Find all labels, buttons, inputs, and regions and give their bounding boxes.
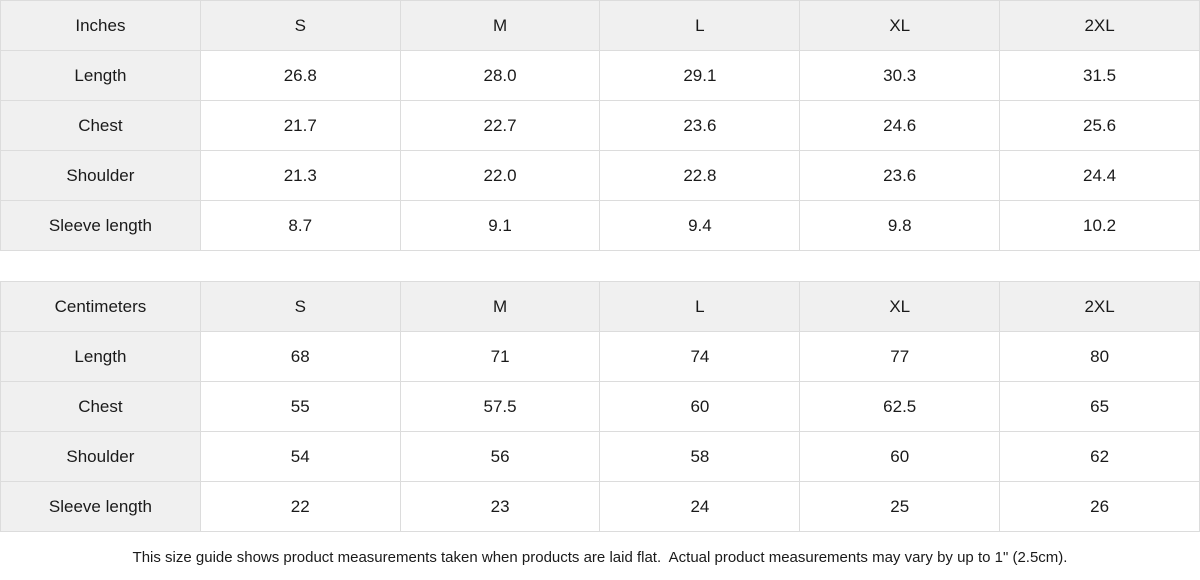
value-cell: 22 <box>199 481 401 532</box>
row-label-cell: Shoulder <box>0 431 201 482</box>
value-cell: 9.1 <box>399 200 601 251</box>
value-cell: 77 <box>799 331 1001 382</box>
size-header-cell: S <box>199 281 401 332</box>
row-label-cell: Chest <box>0 100 201 151</box>
value-cell: 71 <box>399 331 601 382</box>
centimeters-header-row: Centimeters S M L XL 2XL <box>0 281 1200 332</box>
table-row: Sleeve length 22 23 24 25 26 <box>0 481 1200 532</box>
table-row: Sleeve length 8.7 9.1 9.4 9.8 10.2 <box>0 200 1200 251</box>
value-cell: 80 <box>999 331 1200 382</box>
table-row: Chest 21.7 22.7 23.6 24.6 25.6 <box>0 100 1200 151</box>
size-header-cell: M <box>399 281 601 332</box>
value-cell: 23.6 <box>799 150 1001 201</box>
value-cell: 21.7 <box>199 100 401 151</box>
centimeters-table: Centimeters S M L XL 2XL Length 68 71 74… <box>0 281 1200 532</box>
table-gap <box>0 251 1200 281</box>
inches-table: Inches S M L XL 2XL Length 26.8 28.0 29.… <box>0 0 1200 251</box>
table-row: Length 68 71 74 77 80 <box>0 331 1200 382</box>
value-cell: 23 <box>399 481 601 532</box>
size-header-cell: M <box>399 0 601 51</box>
value-cell: 55 <box>199 381 401 432</box>
value-cell: 24.6 <box>799 100 1001 151</box>
value-cell: 57.5 <box>399 381 601 432</box>
value-cell: 25.6 <box>999 100 1200 151</box>
value-cell: 28.0 <box>399 50 601 101</box>
value-cell: 21.3 <box>199 150 401 201</box>
inches-header-row: Inches S M L XL 2XL <box>0 0 1200 51</box>
value-cell: 29.1 <box>599 50 801 101</box>
size-header-cell: 2XL <box>999 0 1200 51</box>
value-cell: 24.4 <box>999 150 1200 201</box>
value-cell: 26 <box>999 481 1200 532</box>
value-cell: 9.8 <box>799 200 1001 251</box>
value-cell: 60 <box>599 381 801 432</box>
value-cell: 60 <box>799 431 1001 482</box>
row-label-cell: Chest <box>0 381 201 432</box>
row-label-cell: Sleeve length <box>0 200 201 251</box>
value-cell: 9.4 <box>599 200 801 251</box>
size-header-cell: XL <box>799 0 1001 51</box>
row-label-cell: Shoulder <box>0 150 201 201</box>
value-cell: 26.8 <box>199 50 401 101</box>
value-cell: 54 <box>199 431 401 482</box>
unit-header-cell: Centimeters <box>0 281 201 332</box>
table-row: Shoulder 21.3 22.0 22.8 23.6 24.4 <box>0 150 1200 201</box>
value-cell: 24 <box>599 481 801 532</box>
size-header-cell: L <box>599 0 801 51</box>
table-row: Length 26.8 28.0 29.1 30.3 31.5 <box>0 50 1200 101</box>
size-header-cell: XL <box>799 281 1001 332</box>
value-cell: 22.7 <box>399 100 601 151</box>
size-header-cell: 2XL <box>999 281 1200 332</box>
value-cell: 23.6 <box>599 100 801 151</box>
value-cell: 10.2 <box>999 200 1200 251</box>
value-cell: 8.7 <box>199 200 401 251</box>
value-cell: 22.0 <box>399 150 601 201</box>
value-cell: 68 <box>199 331 401 382</box>
value-cell: 30.3 <box>799 50 1001 101</box>
value-cell: 65 <box>999 381 1200 432</box>
row-label-cell: Sleeve length <box>0 481 201 532</box>
size-header-cell: L <box>599 281 801 332</box>
value-cell: 25 <box>799 481 1001 532</box>
table-row: Chest 55 57.5 60 62.5 65 <box>0 381 1200 432</box>
row-label-cell: Length <box>0 50 201 101</box>
value-cell: 74 <box>599 331 801 382</box>
value-cell: 58 <box>599 431 801 482</box>
table-row: Shoulder 54 56 58 60 62 <box>0 431 1200 482</box>
value-cell: 31.5 <box>999 50 1200 101</box>
size-header-cell: S <box>199 0 401 51</box>
unit-header-cell: Inches <box>0 0 201 51</box>
row-label-cell: Length <box>0 331 201 382</box>
value-cell: 62 <box>999 431 1200 482</box>
value-cell: 56 <box>399 431 601 482</box>
value-cell: 62.5 <box>799 381 1001 432</box>
value-cell: 22.8 <box>599 150 801 201</box>
size-guide-disclaimer: This size guide shows product measuremen… <box>0 532 1200 580</box>
